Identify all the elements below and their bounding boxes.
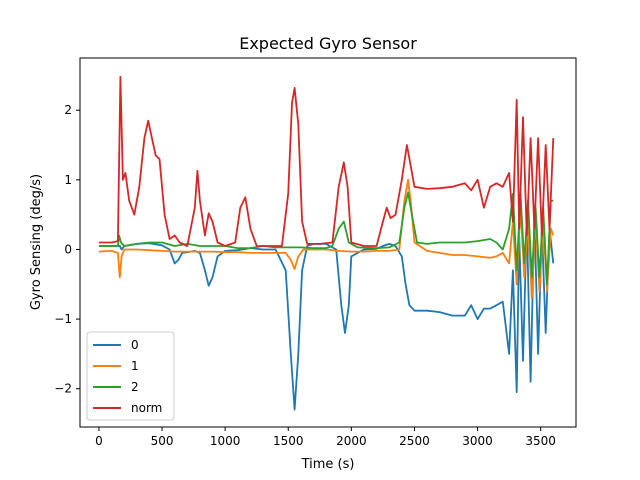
x-tick-label: 3500 (525, 434, 556, 448)
legend: 0 1 2 norm (86, 331, 175, 421)
plot-frame (79, 57, 577, 428)
legend-label-0: 0 (131, 338, 139, 352)
series-line-0 (98, 213, 555, 411)
x-axis: 0 500 1000 1500 2000 2500 3000 3500 (95, 427, 556, 448)
legend-label-2: 2 (131, 380, 139, 394)
x-axis-label: Time (s) (301, 457, 355, 472)
y-tick-label: 2 (64, 103, 72, 117)
x-tick-label: 1000 (210, 434, 241, 448)
chart-title: Expected Gyro Sensor (239, 34, 417, 53)
x-tick-label: 2500 (399, 434, 430, 448)
series-line-3 (98, 75, 555, 247)
y-tick-label: 1 (64, 173, 72, 187)
x-tick-label: 3000 (462, 434, 493, 448)
x-tick-label: 2000 (336, 434, 367, 448)
x-tick-label: 0 (95, 434, 103, 448)
y-tick-label: 0 (64, 242, 72, 256)
legend-label-3: norm (131, 401, 162, 415)
y-tick-label: −2 (54, 382, 72, 396)
x-tick-label: 500 (151, 434, 174, 448)
series-layer (98, 75, 555, 411)
y-axis: −2 −1 0 1 2 (54, 103, 80, 396)
x-tick-label: 1500 (273, 434, 304, 448)
legend-box (86, 331, 175, 421)
legend-label-1: 1 (131, 359, 139, 373)
y-tick-label: −1 (54, 312, 72, 326)
y-axis-label: Gyro Sensing (deg/s) (29, 174, 44, 310)
